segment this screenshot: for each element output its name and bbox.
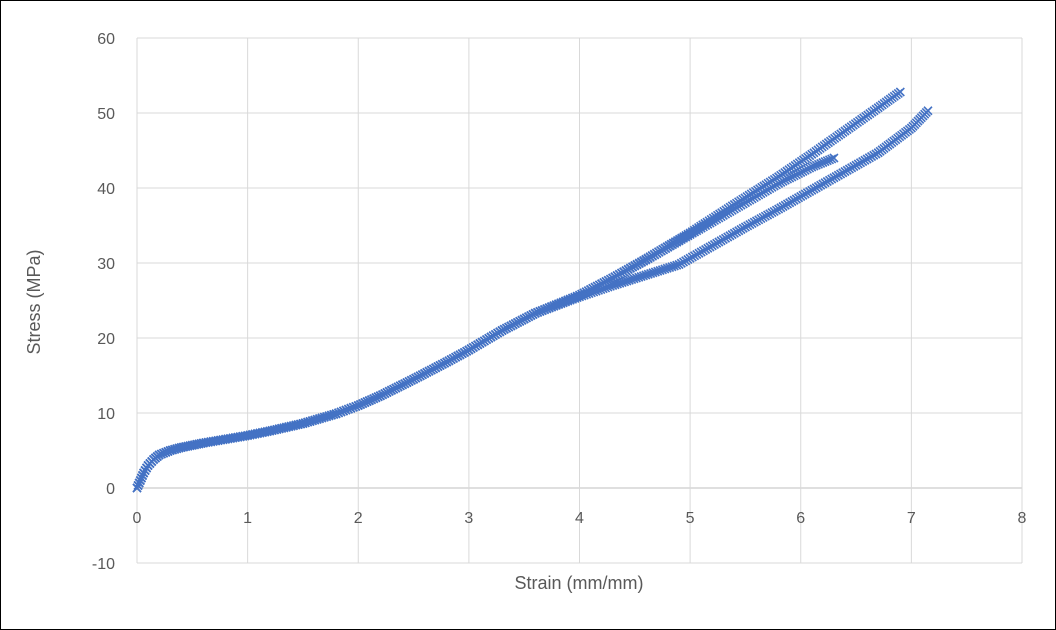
x-tick-labels: 0 1 2 3 4 5 6 7 8 — [133, 510, 1027, 527]
data-points — [132, 87, 933, 493]
series-3 — [132, 106, 933, 493]
data-point — [346, 403, 356, 413]
data-point — [331, 409, 341, 419]
y-tick-label: 10 — [97, 406, 115, 423]
x-tick-label: 6 — [796, 510, 805, 527]
data-point — [827, 154, 837, 164]
data-point — [136, 473, 146, 483]
data-point — [134, 478, 144, 488]
x-tick-label: 5 — [686, 510, 695, 527]
x-tick-label: 0 — [133, 510, 142, 527]
data-point — [338, 406, 349, 416]
y-tick-label: 50 — [97, 106, 115, 123]
x-tick-label: 4 — [575, 510, 584, 527]
data-point — [829, 153, 839, 163]
y-tick-label: 60 — [97, 31, 115, 48]
data-point — [137, 470, 148, 481]
data-point — [895, 87, 905, 97]
data-point — [135, 475, 145, 486]
x-tick-label: 2 — [354, 510, 363, 527]
x-tick-label: 8 — [1018, 510, 1027, 527]
data-point — [341, 405, 351, 415]
y-tick-label: -10 — [92, 556, 115, 573]
y-tick-labels: -10 0 10 20 30 40 50 60 — [92, 31, 115, 573]
data-point — [351, 401, 361, 411]
y-tick-label: 30 — [97, 256, 115, 273]
data-point — [132, 483, 142, 493]
gridlines — [136, 37, 1023, 564]
x-tick-label: 7 — [907, 510, 916, 527]
y-tick-label: 20 — [97, 331, 115, 348]
data-point — [348, 402, 358, 412]
data-point — [334, 408, 344, 418]
x-tick-label: 1 — [243, 510, 252, 527]
x-tick-label: 3 — [464, 510, 473, 527]
data-point — [336, 407, 346, 417]
y-tick-label: 40 — [97, 181, 115, 198]
y-axis-title: Stress (MPa) — [24, 249, 44, 354]
data-point — [923, 106, 933, 116]
data-point — [343, 404, 353, 414]
data-point — [133, 480, 143, 491]
data-point — [373, 392, 383, 402]
x-axis-title: Strain (mm/mm) — [515, 573, 644, 593]
data-point — [672, 260, 682, 270]
y-tick-label: 0 — [106, 481, 115, 498]
